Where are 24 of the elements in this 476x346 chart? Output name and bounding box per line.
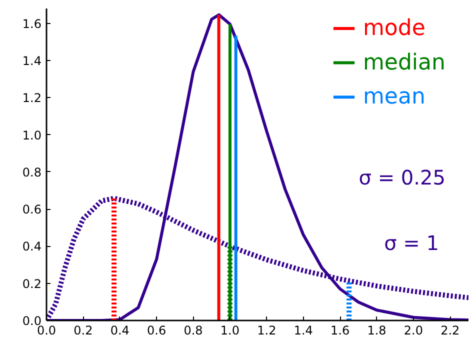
y-tick-label: 0.2: [22, 276, 42, 291]
x-tick-label: 1.2: [257, 324, 276, 338]
y-tick-label: 1.2: [22, 91, 42, 106]
y-tick-label: 0.4: [22, 240, 42, 254]
x-tick-label: 0.2: [74, 324, 93, 338]
x-tick-label: 2.0: [404, 324, 424, 338]
x-tick-label: 0.8: [184, 324, 203, 338]
y-tick-label: 0.8: [22, 165, 42, 180]
y-tick-label: 1.4: [22, 54, 42, 68]
x-tick-label: 2.2: [440, 324, 460, 338]
x-tick-label: 0.6: [147, 324, 166, 338]
y-tick-label: 0.6: [22, 202, 42, 217]
legend-label: median: [363, 50, 446, 76]
annotation: σ = 1: [384, 230, 439, 255]
legend-label: mode: [363, 16, 426, 41]
x-tick-label: 1.4: [294, 324, 313, 338]
annotation: σ = 0.25: [358, 165, 446, 190]
x-tick-label: 1.0: [220, 324, 240, 338]
x-tick-label: 1.6: [330, 324, 350, 338]
legend-label: mean: [363, 84, 426, 110]
y-tick-label: 1.6: [22, 16, 42, 31]
y-tick-label: 1.0: [22, 128, 42, 142]
x-tick-label: 1.8: [367, 324, 386, 338]
x-tick-label: 0.4: [110, 324, 130, 338]
